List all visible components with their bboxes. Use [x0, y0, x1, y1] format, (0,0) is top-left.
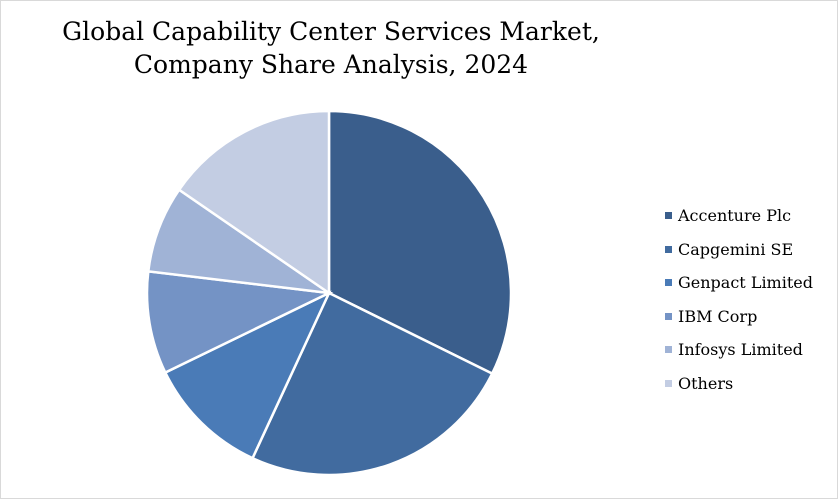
legend-label: Genpact Limited	[678, 273, 813, 293]
pie-slice-others	[177, 109, 331, 296]
legend-label: Capgemini SE	[678, 239, 794, 259]
legend-item: Accenture Plc	[665, 199, 813, 233]
legend: Accenture Plc Capgemini SE Genpact Limited…	[665, 199, 813, 400]
legend-item: Capgemini SE	[665, 233, 813, 267]
chart-title: Global Capability Center Services Market…	[1, 15, 661, 81]
legend-swatch	[665, 212, 672, 220]
pie-slice-accenture-plc	[327, 109, 513, 376]
legend-swatch	[665, 245, 672, 253]
pie-slice-ibm-corp	[145, 269, 334, 375]
pie-slice-genpact-limited	[163, 290, 332, 460]
legend-swatch	[665, 312, 672, 320]
title-line-2: Company Share Analysis, 2024	[133, 50, 529, 79]
legend-swatch	[665, 279, 672, 287]
legend-label: Infosys Limited	[678, 340, 803, 360]
legend-label: Others	[678, 373, 734, 393]
legend-label: Accenture Plc	[678, 206, 792, 226]
legend-item: Infosys Limited	[665, 333, 813, 367]
legend-swatch	[665, 346, 672, 354]
legend-swatch	[665, 379, 672, 387]
pie-slice-capgemini-se	[250, 291, 494, 477]
legend-item: Others	[665, 367, 813, 401]
legend-item: Genpact Limited	[665, 266, 813, 300]
legend-item: IBM Corp	[665, 300, 813, 334]
legend-label: IBM Corp	[678, 306, 758, 326]
title-line-1: Global Capability Center Services Market…	[62, 17, 600, 46]
